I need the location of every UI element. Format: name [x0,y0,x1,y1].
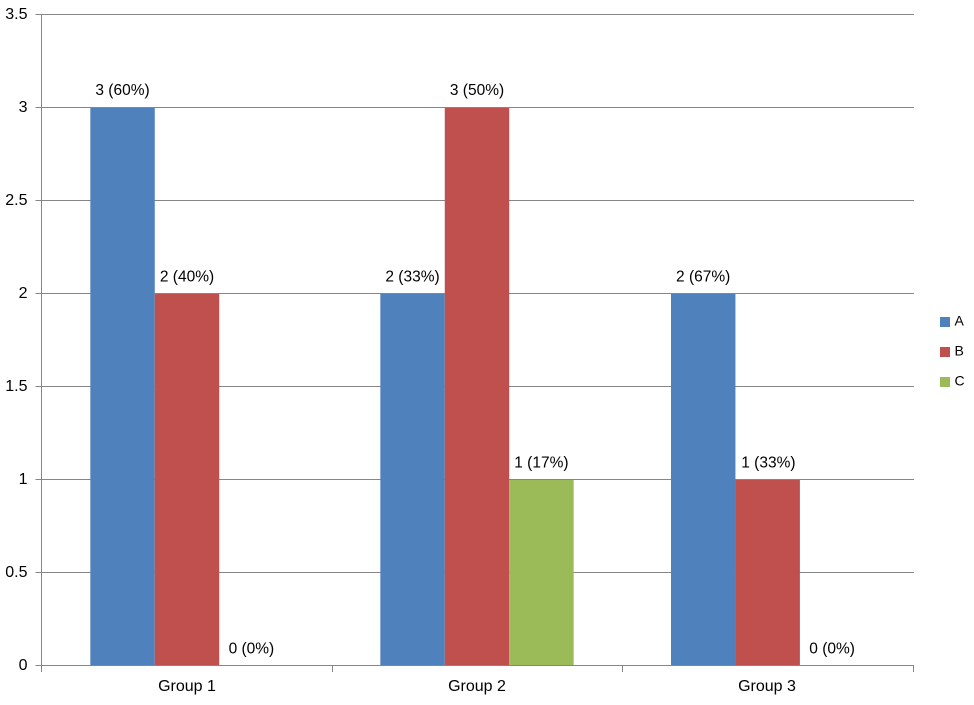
svg-text:0.5: 0.5 [5,564,27,581]
svg-text:0 (0%): 0 (0%) [229,641,275,658]
svg-text:Group 1: Group 1 [158,678,216,695]
svg-text:3: 3 [19,99,28,116]
svg-text:B: B [955,343,964,359]
svg-text:A: A [955,313,965,329]
svg-text:2: 2 [19,285,28,302]
svg-text:1 (17%): 1 (17%) [514,455,568,472]
svg-text:2 (40%): 2 (40%) [160,269,214,286]
svg-text:1 (33%): 1 (33%) [741,455,795,472]
svg-text:1: 1 [19,471,28,488]
svg-text:2 (67%): 2 (67%) [676,269,730,286]
svg-text:0: 0 [19,657,28,674]
svg-text:3.5: 3.5 [5,6,27,23]
svg-text:2 (33%): 2 (33%) [385,269,439,286]
svg-text:C: C [955,373,965,389]
svg-text:Group 3: Group 3 [738,678,796,695]
svg-text:Group 2: Group 2 [448,678,506,695]
svg-text:0 (0%): 0 (0%) [809,641,855,658]
svg-text:2.5: 2.5 [5,192,27,209]
svg-text:3 (60%): 3 (60%) [95,82,149,99]
svg-text:3 (50%): 3 (50%) [450,82,504,99]
svg-text:1.5: 1.5 [5,378,27,395]
